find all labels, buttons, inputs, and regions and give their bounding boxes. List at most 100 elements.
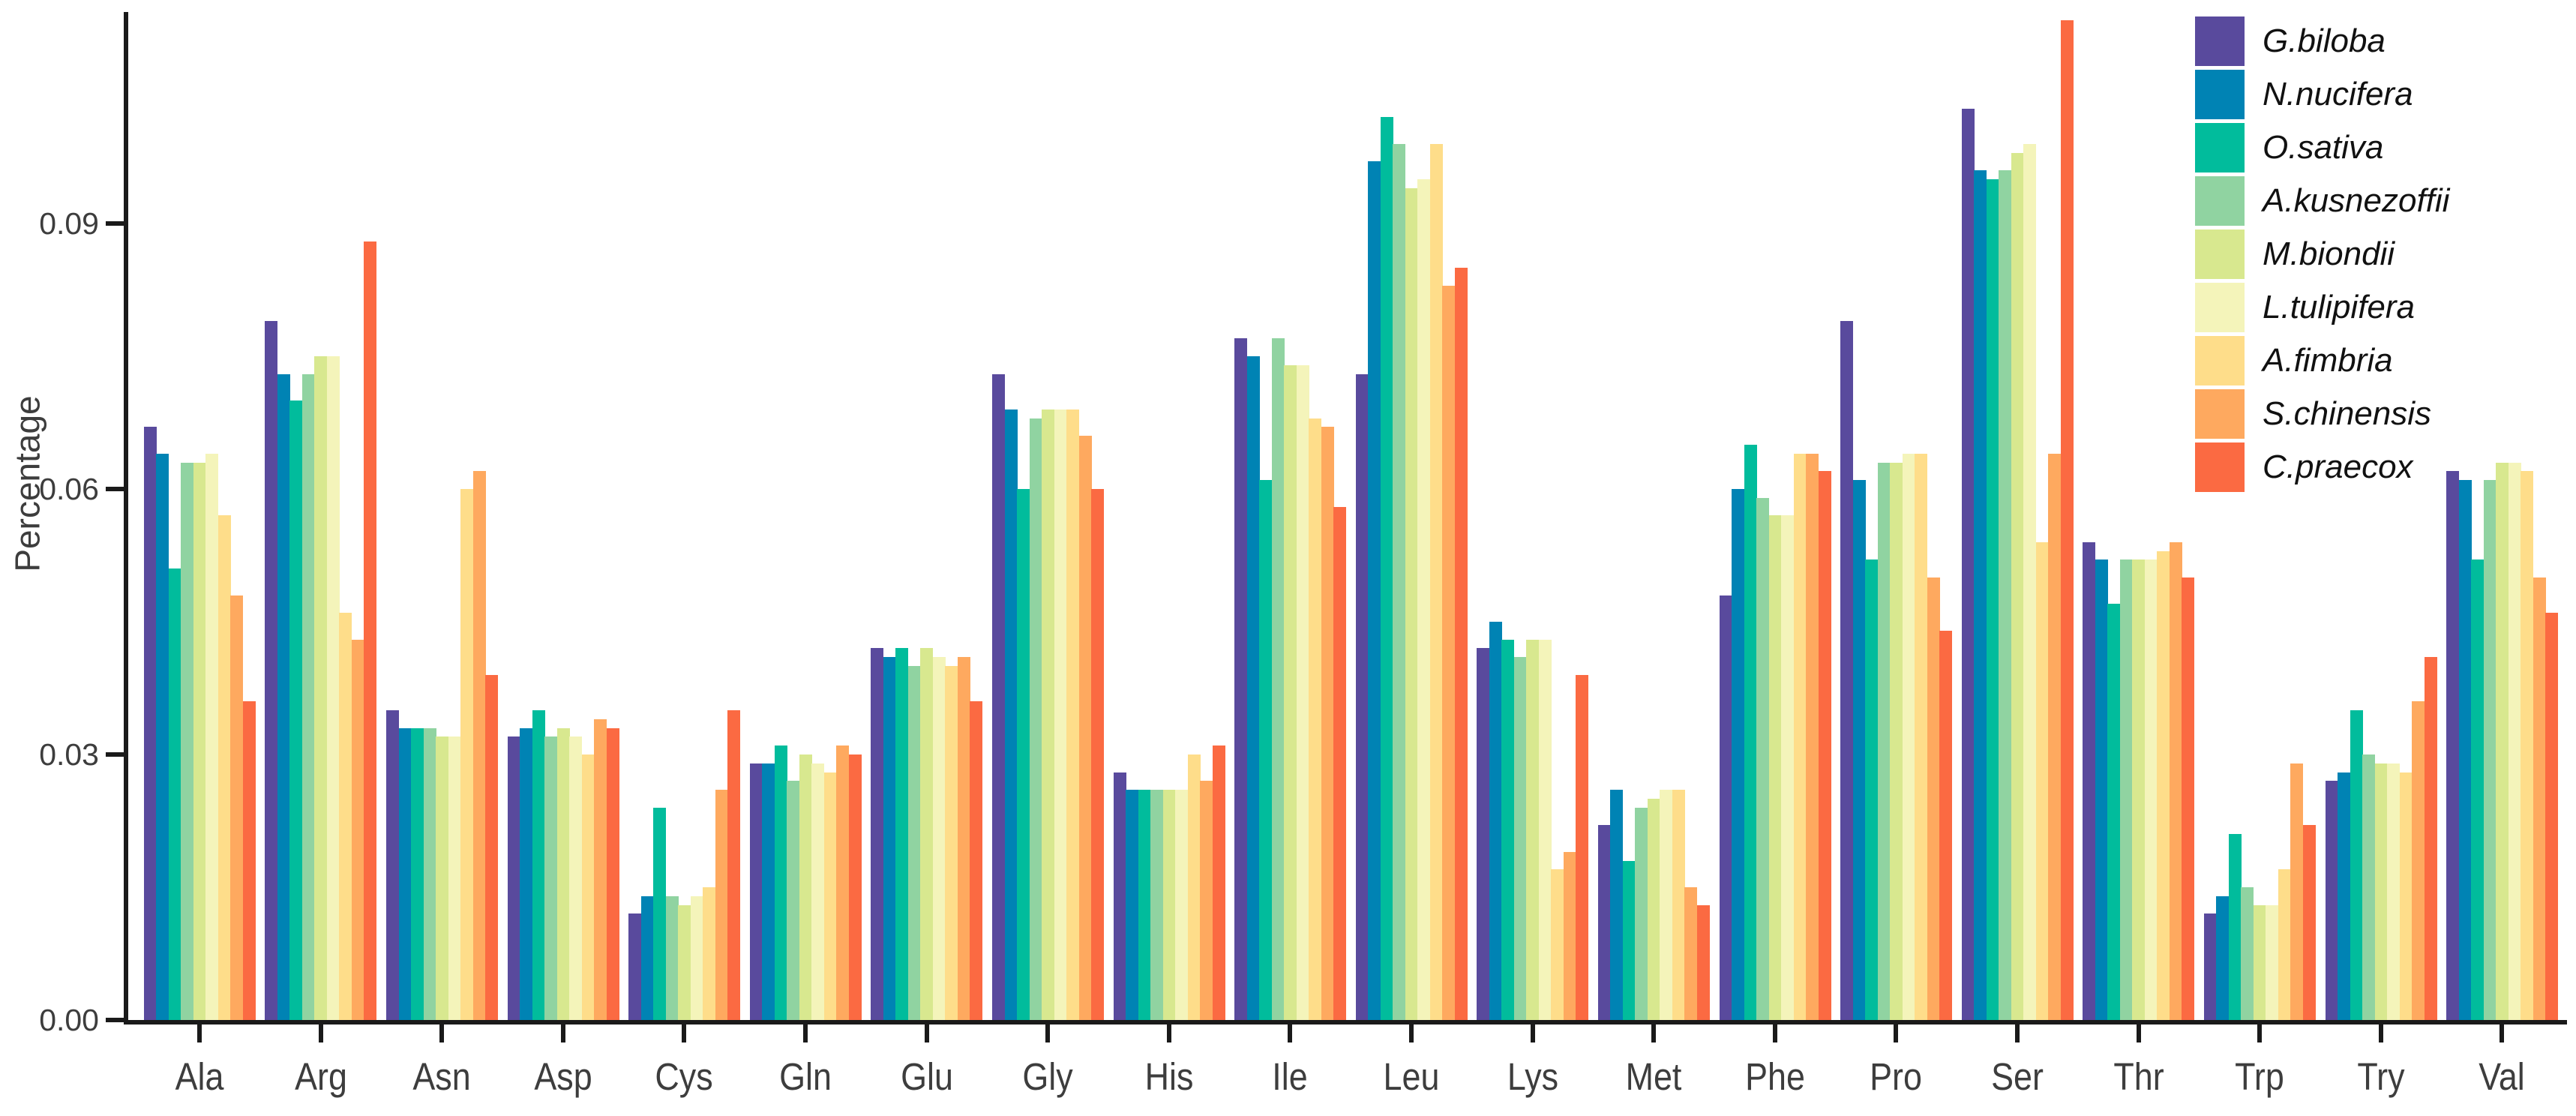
- bar-Try-M.biondii: [2374, 764, 2388, 1020]
- bar-Ser-S.chinensis: [2048, 454, 2062, 1020]
- legend-item-A.fimbria: A.fimbria: [2195, 336, 2449, 386]
- x-axis-line: [124, 1020, 2567, 1024]
- bar-Pro-A.kusnezoffii: [1877, 463, 1891, 1020]
- bar-Arg-A.kusnezoffii: [301, 374, 315, 1020]
- bar-Cys-N.nucifera: [640, 896, 654, 1020]
- bar-His-C.praecox: [1212, 746, 1225, 1020]
- bar-Arg-L.tulipifera: [326, 356, 340, 1020]
- bar-Lys-L.tulipifera: [1538, 640, 1552, 1020]
- bar-Ala-G.biloba: [143, 427, 157, 1020]
- bar-Gln-C.praecox: [848, 754, 862, 1020]
- bar-Asp-S.chinensis: [594, 719, 607, 1020]
- x-tick-mark: [2500, 1024, 2505, 1042]
- x-tick-label-Try: Try: [2357, 1055, 2405, 1098]
- bar-Try-C.praecox: [2424, 657, 2437, 1020]
- bar-Arg-N.nucifera: [277, 374, 290, 1020]
- y-tick-label: 0.00: [39, 1003, 99, 1037]
- bar-Asp-C.praecox: [606, 728, 619, 1020]
- x-tick-label-Leu: Leu: [1383, 1055, 1440, 1098]
- bar-Glu-A.kusnezoffii: [907, 666, 921, 1020]
- bar-Gly-L.tulipifera: [1054, 410, 1067, 1020]
- bar-Cys-S.chinensis: [715, 790, 728, 1020]
- legend-label: L.tulipifera: [2263, 289, 2416, 326]
- bar-Phe-A.fimbria: [1793, 454, 1807, 1020]
- bar-Pro-M.biondii: [1890, 463, 1903, 1020]
- x-tick-mark: [1045, 1024, 1051, 1042]
- x-tick-mark: [924, 1024, 929, 1042]
- bar-Arg-M.biondii: [314, 356, 328, 1020]
- bar-Phe-C.praecox: [1818, 471, 1831, 1020]
- legend-label: A.fimbria: [2263, 342, 2393, 379]
- bar-Asn-A.fimbria: [460, 489, 474, 1020]
- bar-Asn-L.tulipifera: [448, 736, 461, 1020]
- bar-Val-L.tulipifera: [2508, 463, 2521, 1020]
- y-tick-mark: [106, 752, 124, 757]
- bar-Lys-O.sativa: [1501, 640, 1515, 1020]
- bar-Gly-C.praecox: [1091, 489, 1105, 1020]
- bar-Gly-M.biondii: [1042, 410, 1055, 1020]
- x-tick-mark: [1409, 1024, 1414, 1042]
- bar-Gln-M.biondii: [799, 754, 812, 1020]
- legend-swatch-icon: [2195, 176, 2245, 226]
- bar-Trp-L.tulipifera: [2266, 905, 2279, 1020]
- bar-Try-A.kusnezoffii: [2362, 754, 2376, 1020]
- legend-swatch-icon: [2195, 230, 2245, 279]
- x-tick-mark: [2015, 1024, 2020, 1042]
- bar-Cys-M.biondii: [678, 905, 691, 1020]
- bar-Asp-N.nucifera: [520, 728, 533, 1020]
- bar-Phe-N.nucifera: [1732, 489, 1745, 1020]
- bar-Glu-S.chinensis: [957, 657, 970, 1020]
- bar-Ala-M.biondii: [193, 463, 206, 1020]
- bar-His-A.kusnezoffii: [1150, 790, 1164, 1020]
- legend: G.biloba N.nucifera O.sativa A.kusnezoffii M…: [2195, 16, 2449, 492]
- x-tick-mark: [2257, 1024, 2263, 1042]
- bar-Ala-S.chinensis: [230, 596, 244, 1020]
- bar-Pro-A.fimbria: [1915, 454, 1928, 1020]
- x-tick-mark: [1894, 1024, 1899, 1042]
- x-tick-label-Val: Val: [2479, 1055, 2526, 1098]
- bar-Lys-C.praecox: [1576, 675, 1589, 1020]
- bar-Thr-C.praecox: [2182, 578, 2195, 1020]
- x-tick-mark: [2378, 1024, 2383, 1042]
- legend-item-N.nucifera: N.nucifera: [2195, 70, 2449, 119]
- bar-Ile-L.tulipifera: [1296, 365, 1309, 1020]
- legend-item-M.biondii: M.biondii: [2195, 230, 2449, 279]
- bar-Leu-G.biloba: [1355, 374, 1369, 1020]
- bar-Asn-N.nucifera: [398, 728, 412, 1020]
- legend-swatch-icon: [2195, 283, 2245, 332]
- x-tick-mark: [197, 1024, 202, 1042]
- legend-label: G.biloba: [2263, 22, 2386, 59]
- bar-Asp-M.biondii: [556, 728, 570, 1020]
- bar-Gln-A.kusnezoffii: [787, 781, 800, 1020]
- bar-Val-A.kusnezoffii: [2483, 480, 2497, 1020]
- x-tick-label-Met: Met: [1625, 1055, 1682, 1098]
- bar-Leu-S.chinensis: [1442, 286, 1456, 1020]
- x-tick-label-Glu: Glu: [900, 1055, 953, 1098]
- bar-Gly-A.kusnezoffii: [1029, 418, 1042, 1020]
- bar-Leu-N.nucifera: [1368, 161, 1381, 1020]
- bar-Leu-L.tulipifera: [1417, 179, 1431, 1020]
- y-tick-mark: [106, 1018, 124, 1022]
- bar-Val-M.biondii: [2496, 463, 2509, 1020]
- bar-Met-S.chinensis: [1684, 887, 1698, 1020]
- x-tick-label-Phe: Phe: [1744, 1055, 1805, 1098]
- bar-Ile-G.biloba: [1234, 338, 1248, 1020]
- bar-Ser-A.fimbria: [2035, 542, 2049, 1020]
- legend-item-A.kusnezoffii: A.kusnezoffii: [2195, 176, 2449, 226]
- legend-swatch-icon: [2195, 16, 2245, 66]
- x-tick-label-Ile: Ile: [1272, 1055, 1309, 1098]
- bar-Cys-L.tulipifera: [690, 896, 703, 1020]
- bar-Cys-C.praecox: [727, 710, 741, 1020]
- legend-item-S.chinensis: S.chinensis: [2195, 389, 2449, 439]
- x-tick-mark: [803, 1024, 808, 1042]
- x-tick-mark: [1166, 1024, 1171, 1042]
- bar-Phe-S.chinensis: [1806, 454, 1819, 1020]
- x-tick-label-His: His: [1144, 1055, 1194, 1098]
- bar-Trp-S.chinensis: [2290, 764, 2304, 1020]
- bar-His-S.chinensis: [1200, 781, 1213, 1020]
- bar-Glu-O.sativa: [895, 648, 909, 1020]
- bar-Cys-O.sativa: [653, 808, 667, 1020]
- bar-Ala-C.praecox: [242, 701, 256, 1020]
- bar-Glu-C.praecox: [970, 701, 983, 1020]
